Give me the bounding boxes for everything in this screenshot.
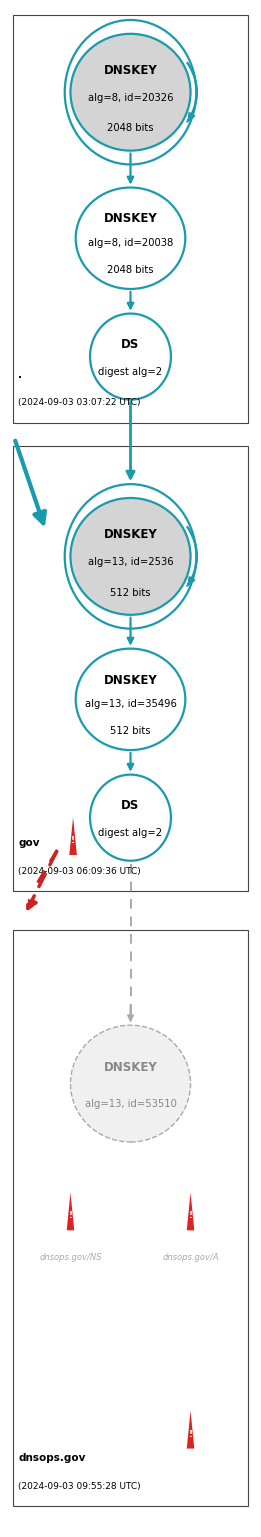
FancyBboxPatch shape bbox=[13, 930, 248, 1506]
Text: alg=13, id=2536: alg=13, id=2536 bbox=[88, 558, 173, 567]
Text: alg=13, id=53510: alg=13, id=53510 bbox=[85, 1099, 176, 1110]
Text: gov: gov bbox=[18, 838, 40, 848]
Text: dnsops.gov: dnsops.gov bbox=[18, 1452, 86, 1463]
Text: DNSKEY: DNSKEY bbox=[104, 1061, 157, 1074]
Text: (2024-09-03 03:07:22 UTC): (2024-09-03 03:07:22 UTC) bbox=[18, 398, 141, 407]
Text: dnsops.gov/NS: dnsops.gov/NS bbox=[39, 1253, 102, 1262]
Text: !: ! bbox=[188, 1429, 193, 1439]
Text: .: . bbox=[18, 369, 22, 380]
Ellipse shape bbox=[70, 1025, 191, 1142]
Text: !: ! bbox=[71, 836, 75, 845]
Text: DS: DS bbox=[121, 799, 140, 812]
Text: alg=13, id=35496: alg=13, id=35496 bbox=[85, 699, 176, 710]
Text: dnsops.gov/A: dnsops.gov/A bbox=[162, 1253, 219, 1262]
Ellipse shape bbox=[76, 188, 185, 289]
Polygon shape bbox=[66, 1183, 75, 1231]
Text: !: ! bbox=[68, 1211, 73, 1220]
Polygon shape bbox=[186, 1183, 195, 1231]
Text: DNSKEY: DNSKEY bbox=[104, 673, 157, 687]
Ellipse shape bbox=[70, 34, 191, 151]
Text: 2048 bits: 2048 bits bbox=[107, 264, 154, 275]
Ellipse shape bbox=[76, 649, 185, 750]
Text: !: ! bbox=[188, 1211, 193, 1220]
Text: digest alg=2: digest alg=2 bbox=[98, 367, 163, 377]
Text: 512 bits: 512 bits bbox=[110, 725, 151, 736]
Text: DNSKEY: DNSKEY bbox=[104, 212, 157, 226]
Text: (2024-09-03 09:55:28 UTC): (2024-09-03 09:55:28 UTC) bbox=[18, 1482, 141, 1491]
Text: DNSKEY: DNSKEY bbox=[104, 527, 157, 541]
FancyBboxPatch shape bbox=[13, 15, 248, 423]
Text: (2024-09-03 06:09:36 UTC): (2024-09-03 06:09:36 UTC) bbox=[18, 867, 141, 876]
Text: DS: DS bbox=[121, 338, 140, 350]
Ellipse shape bbox=[90, 314, 171, 400]
Text: 512 bits: 512 bits bbox=[110, 587, 151, 598]
Polygon shape bbox=[68, 808, 78, 856]
Text: DNSKEY: DNSKEY bbox=[104, 63, 157, 77]
Text: digest alg=2: digest alg=2 bbox=[98, 828, 163, 838]
Text: 2048 bits: 2048 bits bbox=[107, 123, 154, 134]
FancyBboxPatch shape bbox=[13, 446, 248, 891]
Text: alg=8, id=20326: alg=8, id=20326 bbox=[88, 94, 173, 103]
Ellipse shape bbox=[90, 775, 171, 861]
Polygon shape bbox=[186, 1402, 195, 1449]
Ellipse shape bbox=[70, 498, 191, 615]
Text: alg=8, id=20038: alg=8, id=20038 bbox=[88, 238, 173, 249]
